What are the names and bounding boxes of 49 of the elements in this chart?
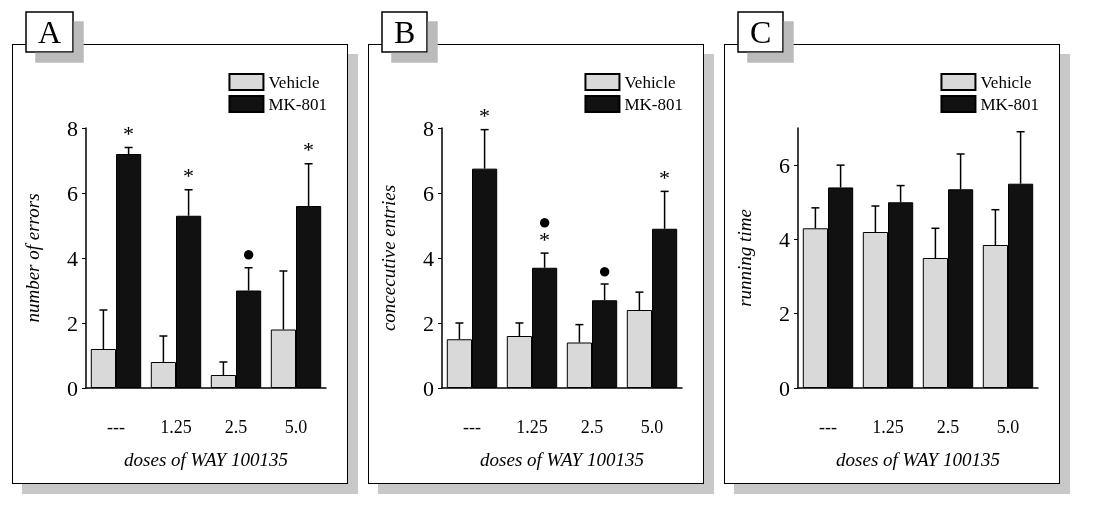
y-tick-label: 6	[779, 152, 790, 178]
x-tick-label: ---	[819, 417, 837, 437]
x-axis-title: doses of WAY 100135	[124, 449, 288, 470]
y-tick-label: 6	[67, 180, 78, 206]
x-tick-label: 5.0	[284, 417, 308, 437]
x-axis-title: doses of WAY 100135	[480, 449, 644, 470]
data-label: *	[303, 137, 315, 163]
x-tick-label: 1.25	[516, 417, 548, 437]
x-tick-label: 5.0	[996, 417, 1020, 437]
y-axis-title: concecutive entries	[378, 184, 399, 332]
x-tick-label: ---	[463, 417, 481, 437]
y-tick-label: 0	[67, 375, 78, 401]
legend-label: MK-801	[268, 94, 328, 114]
data-label: *	[659, 164, 671, 190]
y-tick-label: 4	[779, 226, 790, 252]
data-label: ● *	[537, 208, 552, 252]
legend-label: MK-801	[980, 94, 1040, 114]
y-tick-label: 4	[67, 245, 78, 271]
legend-label: Vehicle	[268, 72, 320, 92]
x-tick-label: 2.5	[224, 417, 248, 437]
x-tick-label: 2.5	[580, 417, 604, 437]
chart-title: C	[750, 14, 772, 50]
legend-label: MK-801	[624, 94, 684, 114]
x-tick-label: 1.25	[160, 417, 192, 437]
y-tick-label: 6	[423, 180, 434, 206]
x-tick-label: 1.25	[872, 417, 904, 437]
y-tick-label: 2	[67, 310, 78, 336]
chart-title: B	[394, 14, 416, 50]
x-axis-title: doses of WAY 100135	[836, 449, 1000, 470]
x-tick-label: 5.0	[640, 417, 664, 437]
legend-label: Vehicle	[624, 72, 676, 92]
y-axis-title: running time	[734, 209, 755, 307]
y-tick-label: 8	[423, 115, 434, 141]
y-tick-label: 0	[779, 375, 790, 401]
y-tick-label: 8	[67, 115, 78, 141]
data-label: ●	[597, 257, 612, 283]
legend-label: Vehicle	[980, 72, 1032, 92]
data-label: *	[183, 163, 195, 189]
y-tick-label: 4	[423, 245, 434, 271]
data-label: *	[479, 103, 491, 129]
y-tick-label: 2	[423, 310, 434, 336]
chart-title: A	[38, 14, 62, 50]
y-tick-label: 0	[423, 375, 434, 401]
x-tick-label: ---	[107, 417, 125, 437]
y-axis-title: number of errors	[22, 193, 43, 323]
x-tick-label: 2.5	[936, 417, 960, 437]
data-label: *	[123, 121, 135, 146]
data-label: ●	[241, 241, 256, 267]
y-tick-label: 2	[779, 301, 790, 327]
